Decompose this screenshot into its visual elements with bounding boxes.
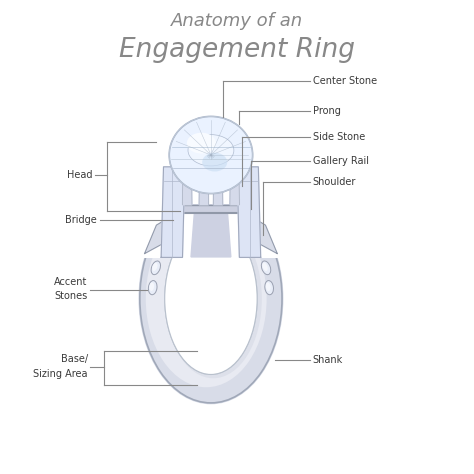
Ellipse shape [265, 281, 273, 295]
Ellipse shape [157, 241, 168, 253]
Text: Shoulder: Shoulder [313, 177, 356, 188]
Ellipse shape [146, 210, 266, 387]
Polygon shape [242, 211, 277, 254]
Ellipse shape [152, 263, 157, 271]
Ellipse shape [241, 222, 253, 233]
Ellipse shape [228, 211, 236, 217]
Ellipse shape [188, 135, 234, 166]
Ellipse shape [254, 241, 264, 253]
Ellipse shape [139, 194, 283, 404]
Polygon shape [230, 127, 239, 205]
Ellipse shape [169, 117, 253, 193]
Polygon shape [237, 167, 261, 257]
Ellipse shape [148, 281, 157, 295]
Ellipse shape [170, 223, 178, 230]
Text: Prong: Prong [313, 106, 341, 117]
Ellipse shape [149, 283, 154, 291]
Polygon shape [213, 127, 223, 205]
Text: Base/: Base/ [61, 354, 88, 365]
Ellipse shape [242, 223, 250, 230]
Text: Gallery Rail: Gallery Rail [313, 156, 369, 166]
Ellipse shape [261, 261, 271, 274]
Text: Head: Head [67, 170, 92, 181]
Text: Bridge: Bridge [65, 215, 97, 226]
Ellipse shape [263, 263, 268, 271]
Polygon shape [182, 127, 192, 205]
Ellipse shape [226, 210, 240, 220]
Ellipse shape [169, 222, 181, 233]
Ellipse shape [165, 219, 262, 378]
Text: Center Stone: Center Stone [313, 75, 377, 86]
Ellipse shape [187, 133, 216, 154]
Text: Side Stone: Side Stone [313, 132, 365, 143]
Ellipse shape [255, 242, 261, 250]
Ellipse shape [138, 193, 283, 404]
Polygon shape [166, 205, 256, 213]
FancyBboxPatch shape [133, 126, 289, 258]
Ellipse shape [165, 223, 257, 374]
Text: Anatomy of an: Anatomy of an [171, 12, 303, 30]
Ellipse shape [202, 153, 227, 172]
Text: Sizing Area: Sizing Area [33, 368, 88, 379]
Ellipse shape [266, 283, 271, 291]
Ellipse shape [140, 194, 282, 403]
Text: Shank: Shank [313, 355, 343, 365]
Text: Accent: Accent [55, 277, 88, 287]
Ellipse shape [159, 242, 165, 250]
Ellipse shape [184, 211, 192, 217]
Polygon shape [161, 167, 185, 257]
Text: Engagement Ring: Engagement Ring [119, 37, 355, 63]
Ellipse shape [151, 261, 161, 274]
Text: Stones: Stones [55, 291, 88, 301]
Ellipse shape [182, 210, 196, 220]
Polygon shape [199, 127, 209, 205]
Polygon shape [145, 211, 180, 254]
Polygon shape [191, 213, 231, 257]
Ellipse shape [165, 223, 257, 374]
